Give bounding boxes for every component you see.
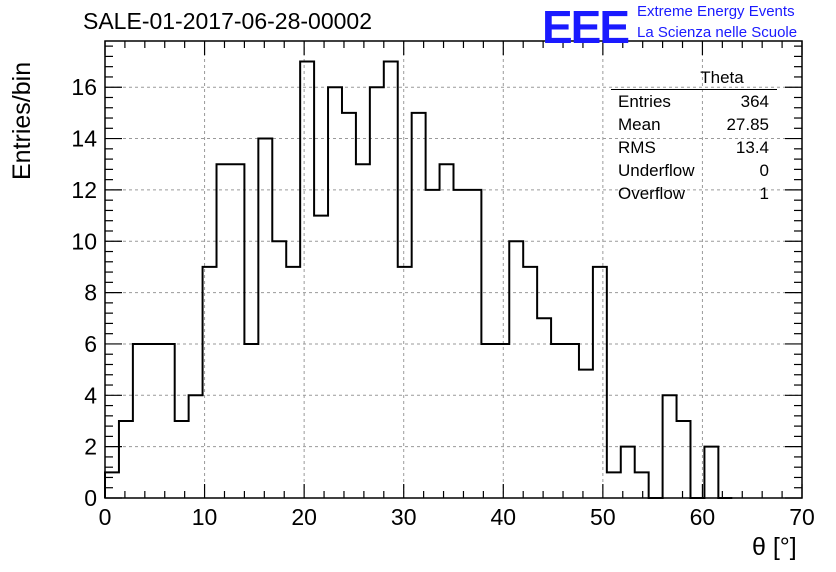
- histogram-bin: [384, 62, 398, 498]
- histogram-bin: [119, 421, 133, 498]
- histogram-bin: [175, 421, 189, 498]
- histogram-bin: [272, 241, 286, 498]
- histogram-bin: [244, 344, 258, 498]
- x-axis-label: θ [°]: [752, 533, 797, 561]
- stats-label: RMS: [618, 138, 656, 157]
- histogram-bin: [286, 267, 300, 498]
- stats-row-overflow: Overflow 1: [611, 182, 777, 205]
- histogram-bin: [398, 267, 412, 498]
- stats-value: 27.85: [726, 115, 769, 134]
- histogram-bin: [454, 190, 468, 498]
- y-tick-label: 2: [84, 434, 97, 460]
- stats-value: 0: [759, 161, 769, 180]
- x-tick-label: 40: [490, 504, 516, 530]
- y-tick-label: 12: [71, 177, 97, 203]
- y-tick-label: 6: [84, 331, 97, 357]
- y-tick-label: 16: [71, 74, 97, 100]
- histogram-bin: [481, 344, 495, 498]
- eee-logo: EEE: [542, 1, 630, 53]
- chart-title: SALE-01-2017-06-28-00002: [83, 8, 372, 34]
- stats-value: 364: [740, 92, 769, 111]
- histogram-outline: [104, 60, 733, 499]
- histogram-bin: [105, 472, 119, 498]
- histogram-bin: [370, 87, 384, 498]
- grid-lines: [105, 41, 802, 498]
- stats-row-mean: Mean 27.85: [611, 113, 777, 136]
- histogram-bin: [635, 472, 649, 498]
- histogram-bin: [147, 344, 161, 498]
- stats-label: Underflow: [618, 161, 695, 180]
- histogram-bin: [300, 62, 314, 498]
- stats-row-rms: RMS 13.4: [611, 136, 777, 159]
- histogram-bin: [593, 267, 607, 498]
- histogram-bin: [217, 164, 231, 498]
- histogram-bin: [203, 267, 217, 498]
- x-tick-label: 70: [789, 504, 815, 530]
- histogram-bin: [467, 190, 481, 498]
- y-tick-label: 0: [84, 485, 97, 511]
- histogram-bin: [189, 395, 203, 498]
- stats-row-entries: Entries 364: [611, 90, 777, 113]
- y-tick-label: 8: [84, 280, 97, 306]
- histogram-bin: [663, 395, 677, 498]
- histogram-bin: [230, 164, 244, 498]
- x-tick-label: 60: [690, 504, 716, 530]
- histogram-bin: [161, 344, 175, 498]
- histogram-bin: [342, 113, 356, 498]
- histogram-bin: [412, 113, 426, 498]
- x-tick-label: 30: [391, 504, 417, 530]
- stats-box: Theta Entries 364 Mean 27.85 RMS 13.4 Un…: [611, 68, 777, 205]
- stats-label: Mean: [618, 115, 661, 134]
- stats-label: Entries: [618, 92, 671, 111]
- plot-frame: [104, 40, 803, 499]
- histogram-bin: [509, 241, 523, 498]
- x-tick-label: 20: [291, 504, 317, 530]
- stats-value: 1: [759, 184, 769, 203]
- histogram-bin: [523, 267, 537, 498]
- histogram-bin: [621, 447, 635, 498]
- stats-row-underflow: Underflow 0: [611, 159, 777, 182]
- histogram-bin: [314, 216, 328, 498]
- stats-title: Theta: [611, 68, 777, 90]
- histogram-bin: [704, 447, 718, 498]
- y-tick-label: 4: [84, 382, 97, 408]
- stats-label: Overflow: [618, 184, 686, 203]
- histogram-bin: [677, 421, 691, 498]
- x-tick-label: 0: [99, 504, 112, 530]
- stats-value: 13.4: [735, 138, 769, 157]
- histogram-bin: [551, 344, 565, 498]
- histogram-bin: [579, 370, 593, 498]
- histogram-bin: [328, 87, 342, 498]
- axes: [104, 40, 803, 499]
- x-tick-label: 50: [590, 504, 616, 530]
- logo-subtitle-1: Extreme Energy Events: [637, 3, 795, 20]
- histogram-bin: [565, 344, 579, 498]
- histogram-bin: [440, 164, 454, 498]
- histogram-bin: [356, 164, 370, 498]
- y-tick-label: 14: [71, 126, 97, 152]
- x-tick-label: 10: [192, 504, 218, 530]
- y-axis-label: Entries/bin: [8, 61, 36, 180]
- logo-subtitle-2: La Scienza nelle Scuole: [637, 24, 798, 41]
- histogram-bin: [133, 344, 147, 498]
- histogram-bin: [426, 190, 440, 498]
- y-tick-label: 10: [71, 228, 97, 254]
- histogram: [104, 60, 733, 499]
- histogram-bin: [495, 344, 509, 498]
- histogram-bin: [258, 139, 272, 498]
- histogram-bin: [537, 318, 551, 498]
- histogram-bin: [607, 472, 621, 498]
